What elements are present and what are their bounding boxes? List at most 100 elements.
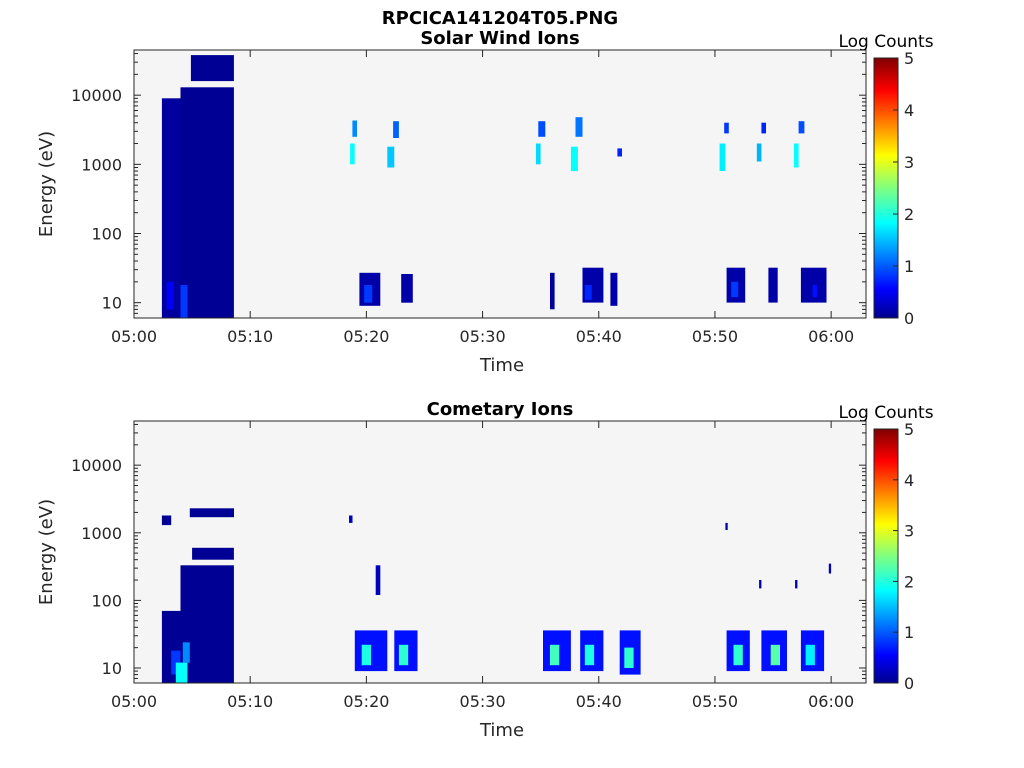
heatmap-cells [161,55,827,318]
y-tick-label: 10000 [71,86,122,105]
y-tick-label: 10 [102,294,122,313]
heatmap-cell [166,281,174,310]
panel-title: Cometary Ions [427,399,574,420]
axes-frame [133,49,867,319]
y-tick-label: 10000 [71,456,122,475]
x-axis-label: Time [479,355,524,376]
colorbar-label: Log Counts [838,32,933,52]
heatmap-cell [584,644,595,666]
heatmap-cell [161,98,181,318]
heatmap-cell [798,121,805,134]
solar-wind-ions-panel: Solar Wind Ions 05:00 05:10 05:20 05:30 05:40… [36,28,934,376]
x-axis-label: Time [479,720,524,741]
colorbar-tick-label: 0 [904,674,914,693]
x-tick-label: 05:40 [576,327,622,346]
heatmap-cell [570,146,578,172]
heatmap-cell [759,580,762,589]
colorbar-tick-label: 2 [904,205,914,224]
heatmap-cell [610,272,618,306]
heatmap-cell [393,121,399,138]
x-tick-label: 05:30 [460,692,506,711]
cometary-ions-panel: Cometary Ions 05:00 05:10 05:20 05:30 05:40 05… [36,399,934,741]
x-tick-label: 05:20 [343,692,389,711]
y-axis-label: Energy (eV) [36,131,57,237]
x-tick-label: 05:50 [692,327,738,346]
axes-frame [133,420,867,684]
x-tick-label: 06:00 [808,692,854,711]
heatmap-cells [161,508,832,683]
heatmap-cell [724,122,729,134]
heatmap-cell [401,274,413,303]
heatmap-cell [538,121,546,137]
colorbar-gradient [873,428,899,684]
x-tick-label: 06:00 [808,327,854,346]
y-axis-label: Energy (eV) [36,499,57,605]
heatmap-cell [189,508,234,518]
heatmap-cell [725,522,728,530]
colorbar-tick-label: 1 [904,257,914,276]
heatmap-cell [733,644,743,666]
heatmap-cell [398,644,409,666]
heatmap-cell [805,644,815,666]
heatmap-cell [624,647,634,668]
colorbar-tick-label: 4 [904,101,914,120]
x-tick-label: 05:10 [227,327,273,346]
panel-title: Solar Wind Ions [420,28,579,49]
colorbar-tick-label: 3 [904,522,914,541]
figure-title: RPCICA141204T05.PNG [382,8,618,29]
x-tick-label: 05:40 [576,692,622,711]
heatmap-cell [719,143,726,171]
colorbar-gradient [873,57,899,319]
heatmap-cell [584,285,592,300]
heatmap-cell [550,272,555,310]
heatmap-cell [180,87,234,318]
x-tick-label: 05:00 [111,327,157,346]
heatmap-cell [161,515,172,526]
plot-area [134,421,866,683]
heatmap-cell [617,148,622,157]
heatmap-cell [794,143,799,168]
heatmap-cell [575,117,583,137]
heatmap-cell [180,565,234,683]
heatmap-cell [828,563,832,574]
heatmap-cell [387,146,395,168]
colorbar-tick-label: 2 [904,572,914,591]
x-tick-label: 05:30 [460,327,506,346]
colorbar-tick-label: 1 [904,623,914,642]
heatmap-cell [550,644,560,666]
heatmap-cell [175,662,188,683]
heatmap-cell [190,55,234,82]
colorbar-label: Log Counts [838,403,933,423]
heatmap-cell [361,644,371,666]
heatmap-cell [761,122,766,134]
y-tick-label: 1000 [81,155,122,174]
heatmap-cell [812,285,818,298]
heatmap-cell [770,644,780,666]
heatmap-cell [350,143,355,165]
colorbar-tick-label: 4 [904,471,914,490]
heatmap-cell [354,630,388,672]
heatmap-cell [192,547,234,560]
x-tick-label: 05:20 [343,327,389,346]
x-tick-label: 05:10 [227,692,273,711]
heatmap-cell [536,143,541,165]
x-tick-label: 05:50 [692,692,738,711]
colorbar-tick-label: 5 [904,49,914,68]
heatmap-cell [756,143,762,162]
heatmap-cell [364,285,373,303]
x-tick-label: 05:00 [111,692,157,711]
plot-area [134,50,866,318]
heatmap-cell [182,642,190,663]
heatmap-cell [349,515,353,523]
colorbar-tick-label: 3 [904,153,914,172]
y-tick-label: 1000 [81,524,122,543]
heatmap-cell [180,285,188,318]
colorbar-tick-label: 0 [904,309,914,328]
y-tick-label: 100 [91,591,122,610]
heatmap-cell [795,580,798,589]
heatmap-cell [375,565,381,595]
y-tick-label: 100 [91,224,122,243]
